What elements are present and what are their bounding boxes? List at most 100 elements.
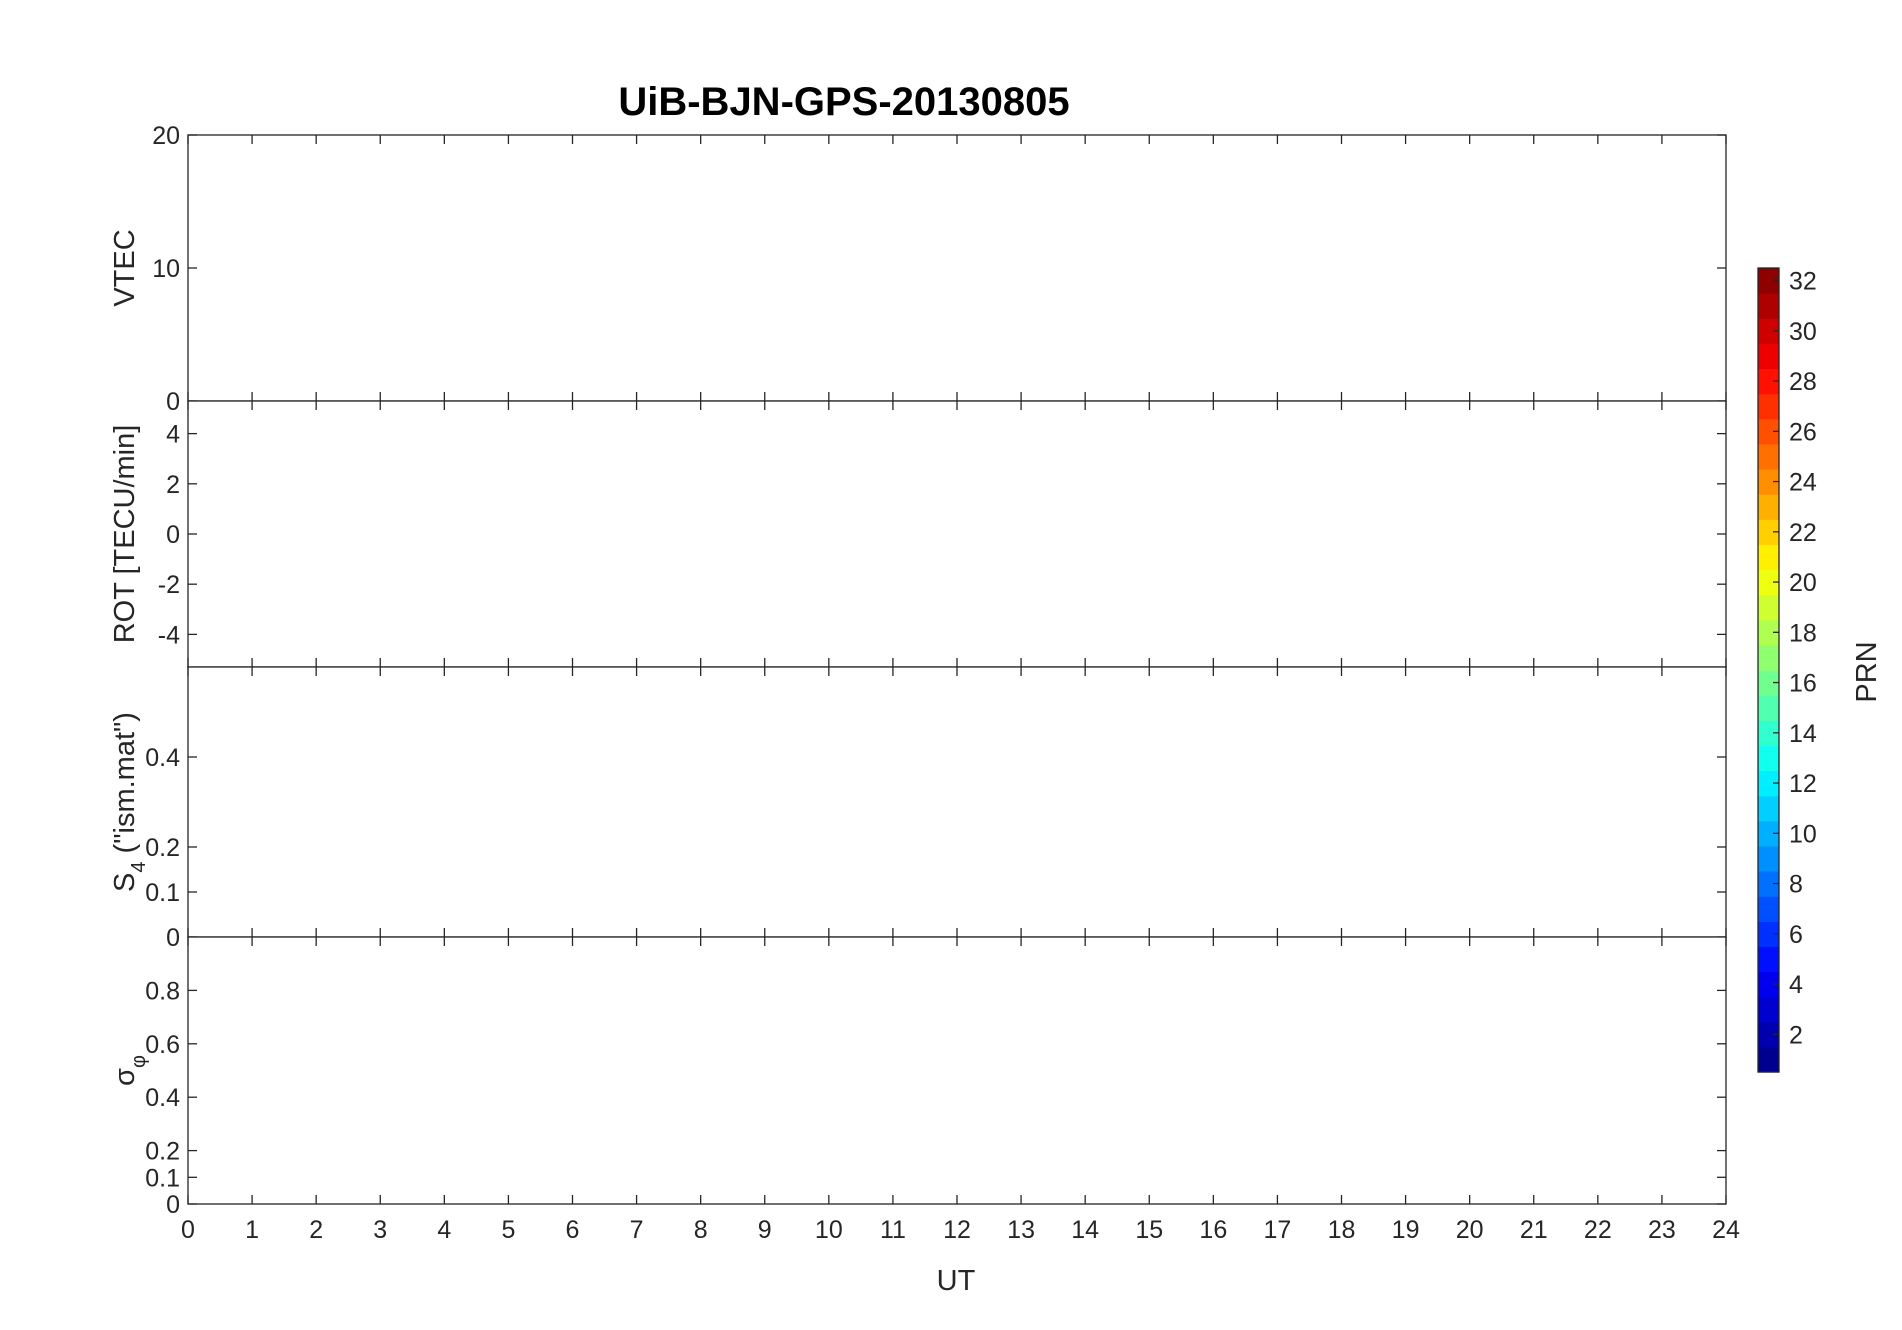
- colorbar-tick-label: 32: [1789, 268, 1817, 296]
- x-tick-label: 7: [630, 1216, 644, 1244]
- x-tick-label: 6: [566, 1216, 580, 1244]
- colorbar-tick-label: 6: [1789, 921, 1803, 949]
- x-tick-label: 9: [758, 1216, 772, 1244]
- panel-vtec-frame: [187, 134, 1727, 402]
- colorbar-segment: [1758, 770, 1779, 797]
- colorbar-tick-label: 4: [1789, 971, 1803, 999]
- colorbar-segment: [1758, 443, 1779, 470]
- y-tick-label: 0.2: [145, 834, 180, 862]
- y-axis-label-s4: S4 ("ism.mat"): [109, 712, 150, 892]
- y-axis-label-sigma: σφ: [109, 1055, 150, 1086]
- y-tick-label: 0.6: [145, 1031, 180, 1059]
- colorbar-tick-label: 16: [1789, 670, 1817, 698]
- x-tick-label: 24: [1712, 1216, 1740, 1244]
- colorbar-segment: [1758, 368, 1779, 395]
- colorbar-segment: [1758, 418, 1779, 445]
- colorbar-segment: [1758, 996, 1779, 1023]
- x-tick-label: 8: [694, 1216, 708, 1244]
- colorbar-segment: [1758, 720, 1779, 746]
- colorbar-segment: [1758, 1021, 1779, 1048]
- panel-s4-frame: [187, 666, 1727, 938]
- colorbar-segment: [1758, 695, 1779, 721]
- colorbar-segment: [1758, 971, 1779, 998]
- y-tick-label: 2: [166, 471, 180, 499]
- y-tick-label: 0: [166, 1191, 180, 1219]
- panel-rot-frame: [187, 400, 1727, 668]
- y-tick-label: 0.8: [145, 977, 180, 1005]
- y-tick-label: 0: [166, 924, 180, 952]
- colorbar-tick-label: 20: [1789, 569, 1817, 597]
- y-tick-label: 0.2: [145, 1138, 180, 1166]
- colorbar-tick-label: 26: [1789, 418, 1817, 446]
- colorbar-tick-label: 8: [1789, 871, 1803, 899]
- x-tick-label: 21: [1520, 1216, 1548, 1244]
- x-tick-label: 15: [1135, 1216, 1163, 1244]
- x-tick-label: 3: [373, 1216, 387, 1244]
- colorbar-tick-label: 14: [1789, 720, 1817, 748]
- colorbar-segment: [1758, 393, 1779, 420]
- x-tick-label: 19: [1392, 1216, 1420, 1244]
- colorbar-segment: [1758, 318, 1779, 344]
- colorbar-segment: [1758, 619, 1779, 646]
- y-tick-label: 0.4: [145, 744, 180, 772]
- x-tick-label: 23: [1648, 1216, 1676, 1244]
- colorbar-label: PRN: [1851, 641, 1883, 702]
- colorbar-segment: [1758, 946, 1779, 973]
- panel-sigma: 00.10.2 0.4 0.6 0.8 σφ: [109, 936, 1727, 1219]
- y-label-main: S: [109, 873, 141, 892]
- colorbar-tick-label: 22: [1789, 519, 1817, 547]
- x-tick-label: 10: [815, 1216, 843, 1244]
- colorbar-segment: [1758, 594, 1779, 621]
- colorbar-frame: [1757, 267, 1780, 1073]
- colorbar-segment: [1758, 469, 1779, 495]
- colorbar-tick-label: 30: [1789, 318, 1817, 346]
- colorbar-segment: [1758, 896, 1779, 922]
- colorbar-segment: [1758, 921, 1779, 947]
- x-tick-label: 22: [1584, 1216, 1612, 1244]
- x-tick-label: 13: [1007, 1216, 1035, 1244]
- x-tick-label: 12: [943, 1216, 971, 1244]
- colorbar-tick-label: 24: [1789, 469, 1817, 497]
- colorbar-segment: [1758, 820, 1779, 847]
- panel-sigma-frame: [187, 936, 1727, 1205]
- y-label-main: σ: [109, 1068, 141, 1086]
- x-tick-label: 14: [1071, 1216, 1099, 1244]
- y-axis-label-rot: ROT [TECU/min]: [109, 425, 141, 644]
- colorbar-tick-label: 10: [1789, 820, 1817, 848]
- y-tick-label: -2: [158, 571, 180, 599]
- panel-rot: -4 -2 0 2 4 ROT [TECU/min]: [109, 400, 1727, 668]
- y-tick-label: 0: [166, 521, 180, 549]
- x-axis-label: UT: [937, 1265, 976, 1297]
- x-tick-label: 0: [181, 1216, 195, 1244]
- y-tick-label: 0.1: [145, 1164, 180, 1192]
- chart-title: UiB-BJN-GPS-20130805: [618, 80, 1069, 124]
- x-tick-label: 11: [880, 1216, 906, 1244]
- colorbar-segment: [1758, 494, 1779, 520]
- colorbar-tick-label: 28: [1789, 368, 1817, 396]
- colorbar-tick-label: 2: [1789, 1021, 1803, 1049]
- x-tick-label: 2: [309, 1216, 323, 1244]
- y-tick-label: 20: [152, 122, 180, 150]
- colorbar-segment: [1758, 644, 1779, 671]
- colorbar-tick-label: 12: [1789, 770, 1817, 798]
- y-tick-label: 0.4: [145, 1084, 180, 1112]
- colorbar-segment: [1758, 293, 1779, 319]
- y-label-tail: ("ism.mat"): [109, 712, 141, 861]
- y-label-sub: 4: [128, 862, 150, 873]
- colorbar-segment: [1758, 1046, 1779, 1073]
- x-tick-label: 4: [437, 1216, 451, 1244]
- y-axis-label-vtec: VTEC: [109, 229, 141, 306]
- panel-vtec: 0 10 20 VTEC: [109, 122, 1727, 416]
- colorbar-segment: [1758, 519, 1779, 545]
- colorbar-segment: [1758, 745, 1779, 772]
- y-label-sub: φ: [128, 1055, 150, 1068]
- x-tick-label: 5: [501, 1216, 515, 1244]
- y-tick-label: 4: [166, 421, 180, 449]
- colorbar-segment: [1758, 569, 1779, 596]
- panel-s4: 00.10.20.4S4 ("ism.mat"): [109, 666, 1727, 952]
- colorbar-tick-label: 18: [1789, 619, 1817, 647]
- colorbar-segment: [1758, 845, 1779, 872]
- x-tick-label: 17: [1264, 1216, 1292, 1244]
